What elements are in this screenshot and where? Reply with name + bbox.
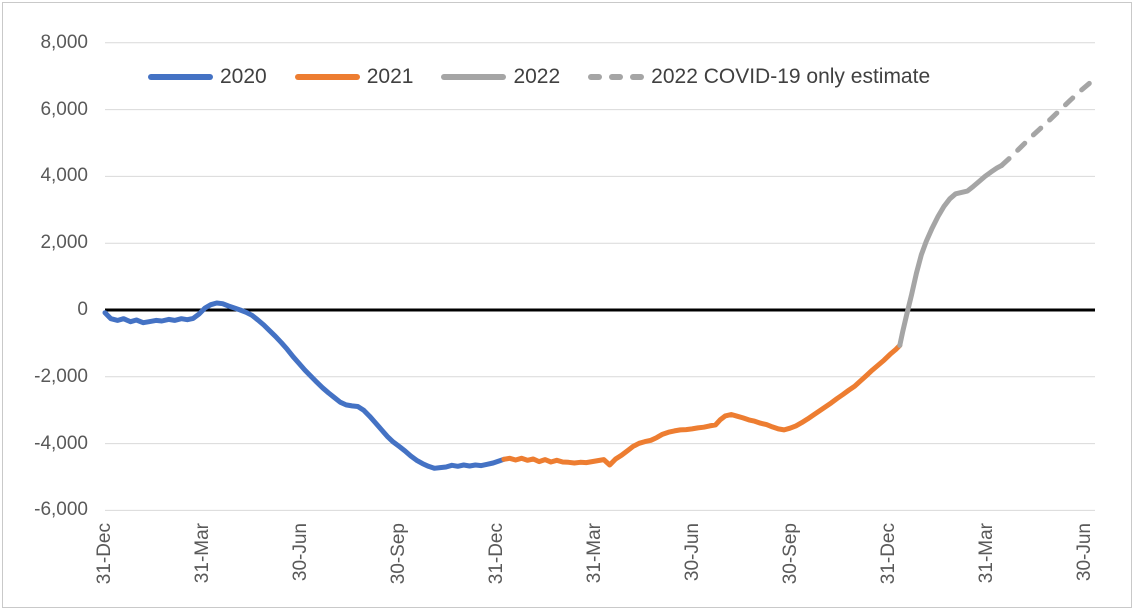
x-tick-label: 31-Mar (192, 523, 213, 584)
x-tick-label: 31-Dec (94, 523, 115, 585)
x-tick-label: 30-Sep (388, 523, 409, 585)
x-tick-label: 30-Jun (682, 523, 703, 582)
legend-line-swatch (294, 74, 360, 80)
x-tick-label: 31-Dec (486, 523, 507, 585)
legend-item-2021: 2021 (294, 65, 414, 89)
series-line-2022 (897, 162, 1005, 348)
legend-dash-segment (588, 74, 603, 80)
y-tick-label: -4,000 (34, 432, 88, 454)
legend-dash-segment (630, 74, 645, 80)
legend-line-swatch (441, 74, 507, 80)
legend-item-2022: 2022 (441, 65, 560, 89)
x-tick-label: 30-Jun (1074, 523, 1095, 582)
y-tick-label: 2,000 (40, 232, 88, 254)
y-tick-label: -6,000 (34, 499, 88, 521)
x-tick-label: 31-Mar (976, 523, 997, 584)
legend-label: 2022 COVID-19 only estimate (651, 65, 931, 88)
series-line-2021 (501, 342, 903, 468)
x-tick-label: 30-Sep (780, 523, 801, 585)
legend-label: 2022 (513, 65, 561, 88)
legend-label: 2021 (366, 65, 414, 88)
x-tick-label: 31-Dec (878, 523, 899, 585)
legend-dash-segment (609, 74, 624, 80)
series-line-2020 (102, 300, 507, 471)
x-tick-label: 31-Mar (584, 523, 605, 584)
legend: 2020 2021 2022 2022 COVID-19 only estimate (148, 64, 930, 90)
y-tick-label: 0 (77, 299, 88, 320)
legend-label: 2020 (220, 65, 267, 88)
legend-dashed-line-swatch (588, 74, 645, 80)
y-tick-label: 4,000 (40, 165, 88, 187)
y-tick-label: 6,000 (40, 98, 88, 120)
legend-line-swatch (148, 74, 213, 80)
y-tick-label: -2,000 (34, 365, 88, 387)
x-tick-label: 30-Jun (290, 523, 311, 582)
series-line-2022-covid-19-only-estimate (999, 75, 1100, 168)
legend-item-2022-covid-19-only-estimate: 2022 COVID-19 only estimate (588, 65, 930, 89)
y-tick-label: 8,000 (40, 31, 88, 53)
legend-item-2020: 2020 (148, 65, 267, 89)
